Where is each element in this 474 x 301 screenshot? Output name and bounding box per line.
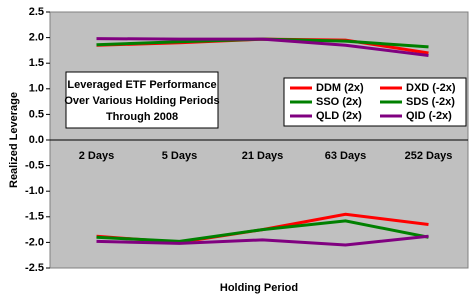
- series-line: [96, 234, 429, 247]
- y-tick-label: 2.0: [29, 32, 44, 44]
- y-axis-label: Realized Leverage: [8, 92, 20, 188]
- x-tick-label: 2 Days: [79, 150, 114, 162]
- legend-label: DXD (-2x): [406, 82, 456, 94]
- legend-label: QID (-2x): [406, 110, 452, 122]
- chart-title: Over Various Holding Periods: [64, 95, 219, 107]
- x-axis-label: Holding Period: [220, 282, 298, 294]
- y-tick-label: 1.5: [29, 57, 44, 69]
- legend-label: SDS (-2x): [406, 96, 455, 108]
- x-tick-label: 21 Days: [242, 150, 284, 162]
- y-tick-label: -2.5: [25, 262, 44, 274]
- series-line: [96, 37, 429, 58]
- y-tick-label: 1.0: [29, 83, 44, 95]
- y-tick-label: -1.0: [25, 185, 44, 197]
- x-tick-label: 5 Days: [162, 150, 197, 162]
- y-tick-label: 0.0: [29, 134, 44, 146]
- y-tick-label: -0.5: [25, 160, 44, 172]
- y-tick-label: -1.5: [25, 211, 44, 223]
- series-line: [96, 219, 429, 243]
- chart-title: Through 2008: [106, 111, 178, 123]
- chart-title: Leveraged ETF Performance: [67, 79, 216, 91]
- legend-label: DDM (2x): [316, 82, 364, 94]
- legend: [283, 77, 467, 127]
- title-box: [65, 71, 219, 129]
- x-tick-label: 63 Days: [325, 150, 367, 162]
- x-tick-label: 252 Days: [405, 150, 453, 162]
- legend-label: SSO (2x): [316, 96, 362, 108]
- y-tick-label: -2.0: [25, 236, 44, 248]
- legend-label: QLD (2x): [316, 110, 362, 122]
- y-tick-label: 2.5: [29, 6, 44, 18]
- y-tick-label: 0.5: [29, 108, 44, 120]
